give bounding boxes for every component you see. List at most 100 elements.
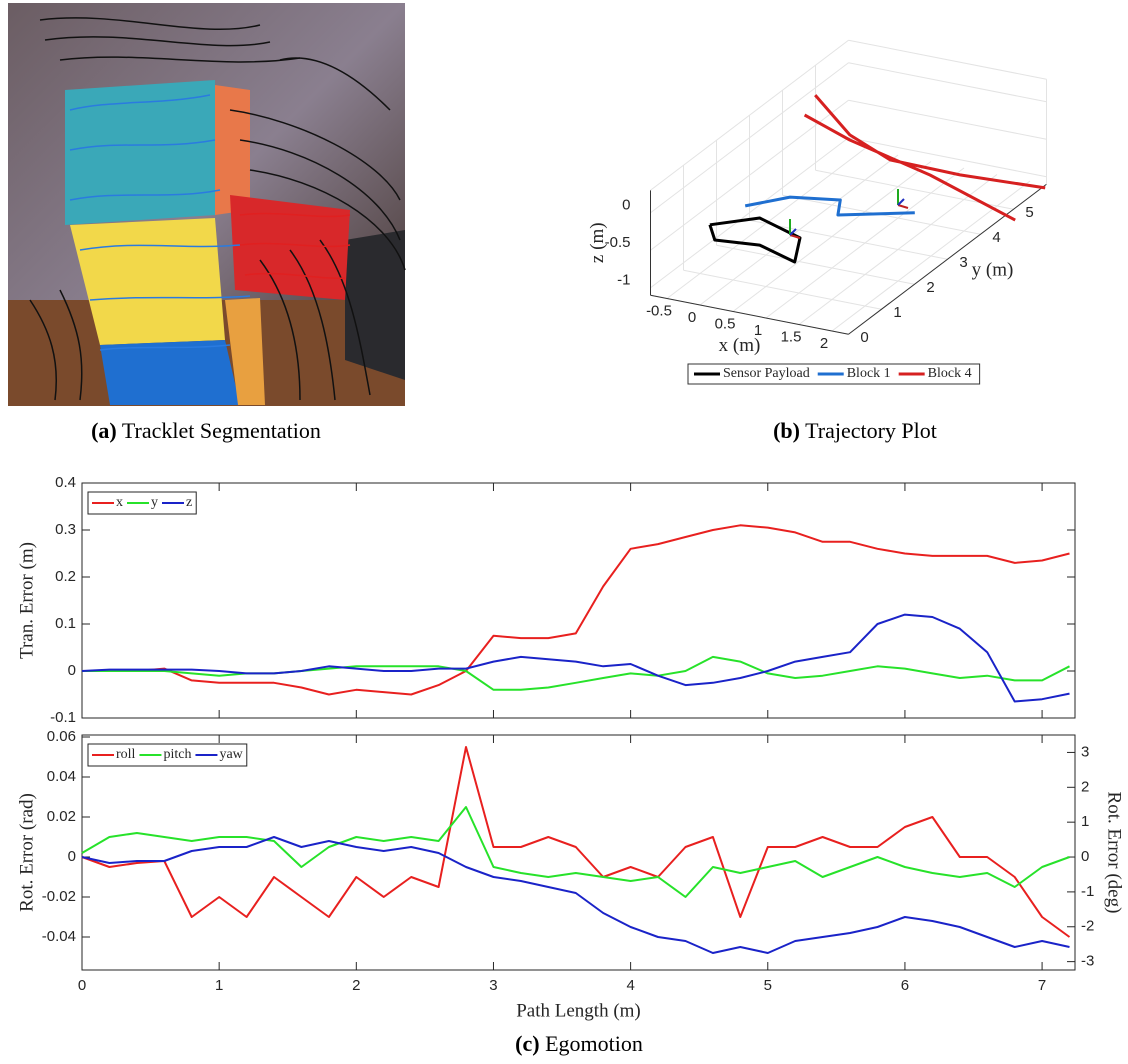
y-tick-label: -0.02 — [42, 888, 76, 905]
y-tick-label: 1 — [893, 304, 901, 321]
grid-line — [848, 137, 1047, 178]
legend-label: x — [116, 495, 123, 510]
y2-tick-label: 2 — [1081, 778, 1089, 795]
caption-label: (a) — [91, 418, 117, 443]
y-tick-label: 5 — [1025, 204, 1033, 221]
x-tick-label: -0.5 — [646, 302, 672, 319]
grid-line — [749, 219, 948, 260]
y-tick-label: 0.1 — [55, 615, 76, 632]
legend-label: z — [186, 495, 192, 510]
caption-text: Tracklet Segmentation — [122, 418, 321, 443]
z-tick-label: -1 — [617, 272, 630, 289]
x-tick-label: 7 — [1038, 977, 1046, 994]
y-tick-label: 0.04 — [47, 768, 76, 785]
egomotion-plot: -0.1 0 0.1 0.2 0.3 0.4 Tran. Error (m) x y z 0 1 2 3 4… — [16, 474, 1124, 1021]
y-tick-label: 0.2 — [55, 568, 76, 585]
legend: roll pitch yaw — [87, 743, 248, 767]
caption: (b) Trajectory Plot — [773, 418, 937, 443]
trajectory — [708, 216, 802, 264]
legend-box — [87, 743, 248, 767]
trajectory — [803, 94, 1046, 222]
legend: x y z — [87, 491, 197, 515]
x-tick-label: 5 — [764, 977, 772, 994]
x-tick-label: 0 — [78, 977, 86, 994]
legend-label: Block 4 — [928, 366, 972, 381]
trajectory-plot: -0.5 0 0.5 1 1.5 2 0 1 2 3 4 5 -1 -0.5 0 x (m) y (m) z (m… — [587, 39, 1047, 385]
z-tick-label: 0 — [622, 197, 630, 214]
series-line — [81, 836, 1070, 954]
box-line — [848, 39, 1047, 80]
legend-label: y — [151, 495, 158, 510]
axis-line — [848, 183, 1047, 335]
z-axis-label: z (m) — [587, 222, 608, 263]
legend-label: roll — [116, 747, 136, 762]
y2-tick-label: -1 — [1081, 883, 1094, 900]
frame-axis — [789, 234, 801, 239]
y-tick-label: 0.4 — [55, 474, 76, 491]
grid-line — [848, 99, 1047, 140]
x-tick-label: 1.5 — [781, 328, 802, 345]
legend-label: pitch — [163, 747, 191, 762]
x-tick-label: 0 — [688, 309, 696, 326]
x-tick-label: 2 — [352, 977, 360, 994]
y2-tick-label: -2 — [1081, 918, 1094, 935]
series-line — [82, 524, 1070, 696]
frame-axis — [897, 204, 909, 209]
x-tick-label: 1 — [215, 977, 223, 994]
x-tick-label: 3 — [489, 977, 497, 994]
x-tick-label: 2 — [820, 335, 828, 352]
x-axis-label: Path Length (m) — [516, 1000, 641, 1021]
axis-line — [650, 294, 849, 335]
frame-axis — [897, 198, 905, 206]
plot-area — [81, 482, 1076, 719]
photo — [8, 3, 406, 406]
y-tick-label: 0 — [68, 662, 76, 679]
plot-area — [81, 734, 1076, 971]
x-tick-label: 4 — [626, 977, 634, 994]
y2-tick-label: 1 — [1081, 813, 1089, 830]
y-tick-label: -0.1 — [50, 709, 76, 726]
y-tick-label: -0.04 — [42, 928, 76, 945]
legend-label: yaw — [219, 747, 243, 762]
y-axis-label: Rot. Error (rad) — [16, 793, 37, 912]
y-tick-label: 3 — [959, 254, 967, 271]
y2-tick-label: 3 — [1081, 743, 1089, 760]
x-tick-label: 6 — [901, 977, 909, 994]
caption-label: (c) — [515, 1031, 539, 1056]
y-tick-label: 0.02 — [47, 808, 76, 825]
caption-text: Trajectory Plot — [805, 418, 937, 443]
trajectory — [744, 195, 915, 217]
frame-axis — [789, 228, 797, 236]
series-line — [81, 746, 1071, 938]
grid-line — [716, 244, 915, 285]
caption: (a) Tracklet Segmentation — [91, 418, 321, 443]
caption: (c) Egomotion — [515, 1031, 643, 1056]
x-tick-label: 1 — [754, 322, 762, 339]
legend-label: Sensor Payload — [723, 366, 810, 381]
y-tick-label: 4 — [992, 229, 1000, 246]
caption-text: Egomotion — [545, 1031, 643, 1056]
box-line — [650, 39, 849, 191]
y2-tick-label: 0 — [1081, 848, 1089, 865]
legend-label: Block 1 — [847, 366, 891, 381]
series-line — [81, 613, 1070, 703]
y-tick-label: 0 — [860, 329, 868, 346]
y-tick-label: 0.3 — [55, 521, 76, 538]
grid-line — [650, 137, 849, 289]
y-axis-label: y (m) — [972, 260, 1014, 281]
legend: Sensor Payload Block 1 Block 4 — [687, 363, 981, 385]
grid-line — [848, 62, 1047, 103]
caption-label: (b) — [773, 418, 800, 443]
grid-line — [650, 99, 849, 251]
series-line — [81, 806, 1070, 898]
z-tick-label: -0.5 — [605, 234, 631, 251]
grid-line — [650, 62, 849, 214]
x-tick-label: 0.5 — [715, 315, 736, 332]
x-axis-label: x (m) — [719, 335, 761, 356]
y2-axis-label: Rot. Error (deg) — [1104, 792, 1125, 914]
y2-tick-label: -3 — [1081, 953, 1094, 970]
y-tick-label: 0 — [68, 848, 76, 865]
y-axis-label: Tran. Error (m) — [16, 542, 37, 659]
y-tick-label: 2 — [926, 279, 934, 296]
